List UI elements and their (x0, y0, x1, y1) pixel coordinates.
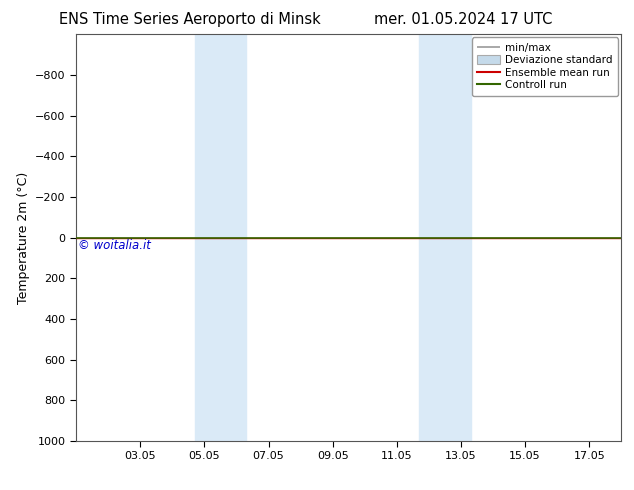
Legend: min/max, Deviazione standard, Ensemble mean run, Controll run: min/max, Deviazione standard, Ensemble m… (472, 37, 618, 96)
Text: ENS Time Series Aeroporto di Minsk: ENS Time Series Aeroporto di Minsk (60, 12, 321, 27)
Text: mer. 01.05.2024 17 UTC: mer. 01.05.2024 17 UTC (373, 12, 552, 27)
Bar (419, 34, 470, 441)
Text: © woitalia.it: © woitalia.it (78, 239, 150, 252)
Bar (195, 34, 246, 441)
Y-axis label: Temperature 2m (°C): Temperature 2m (°C) (16, 172, 30, 304)
